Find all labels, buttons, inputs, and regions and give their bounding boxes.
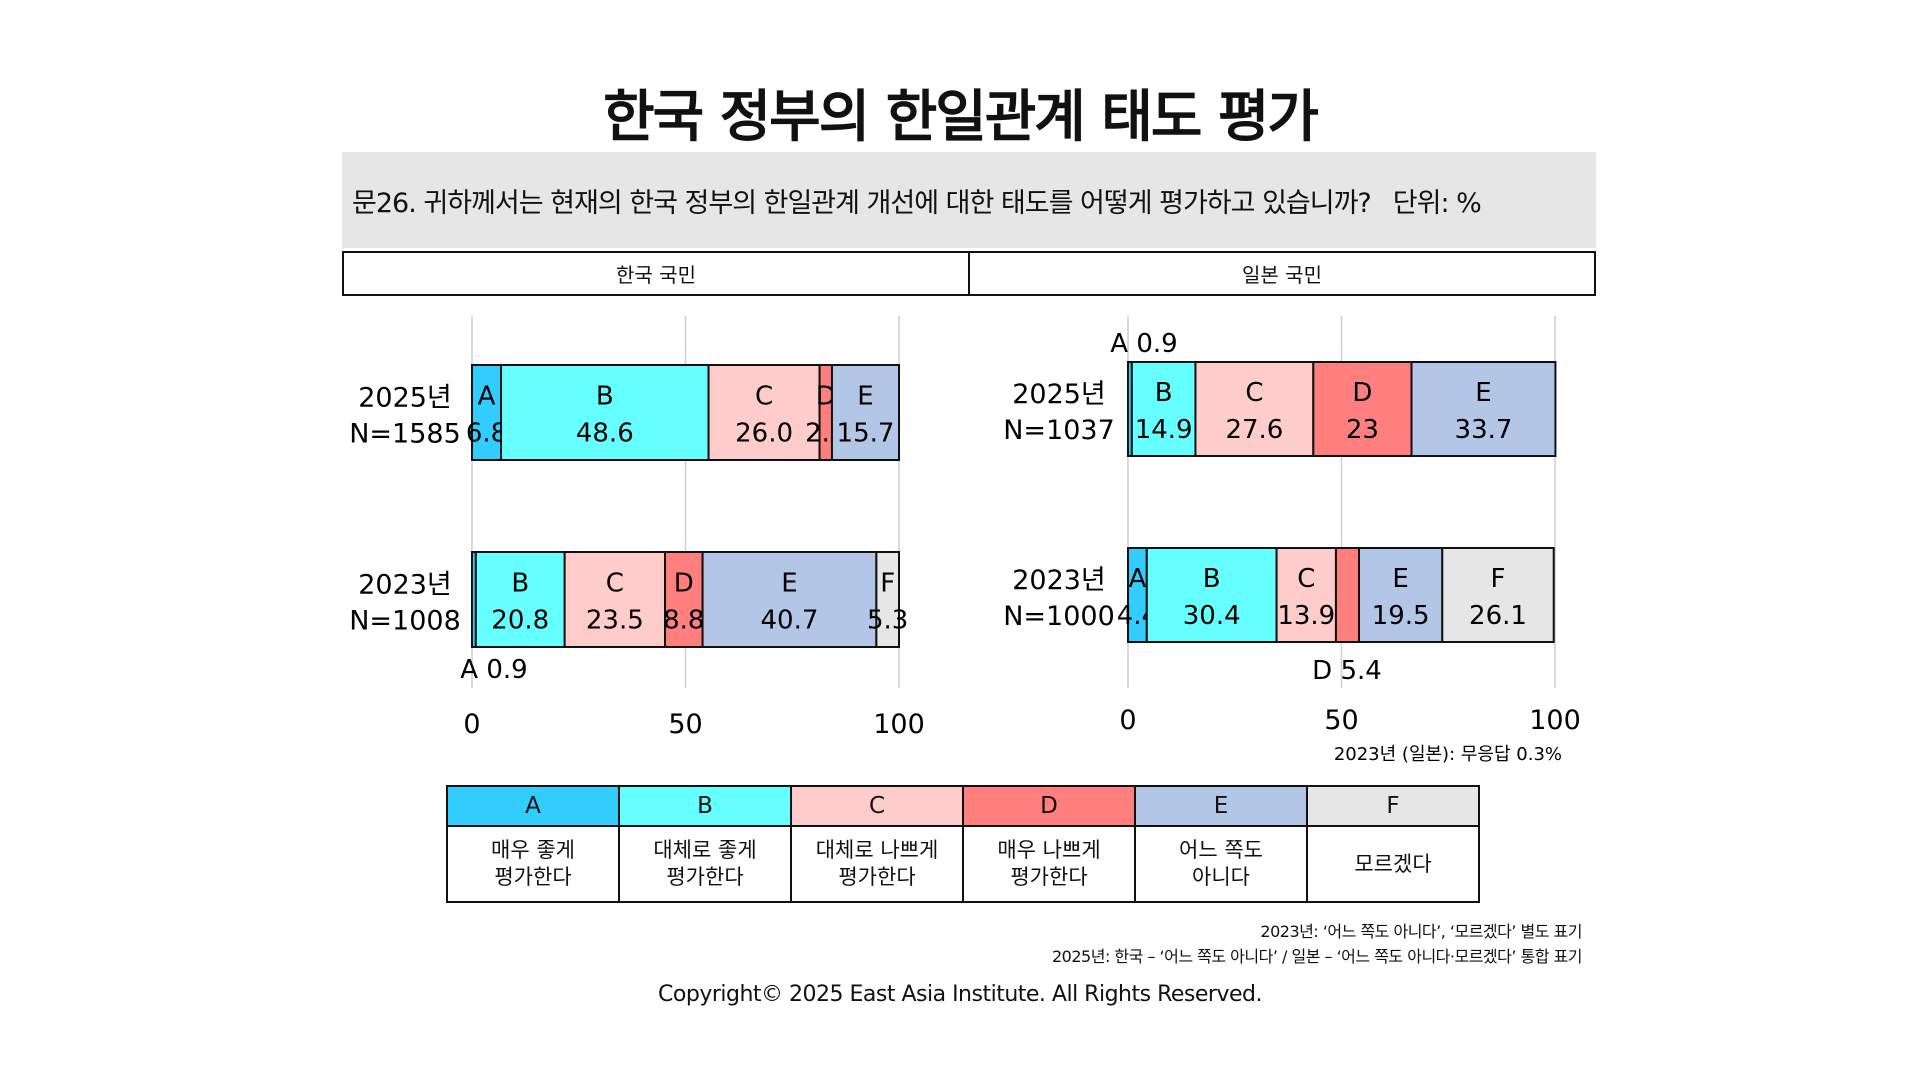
segment-code-korea-0-c: C <box>755 382 773 412</box>
segment-code-japan-1-f: F <box>1491 564 1506 594</box>
panel-title-japan: 일본 국민 <box>968 253 1594 294</box>
segment-code-japan-0-b: B <box>1155 378 1173 408</box>
legend-label-f: 모르겠다 <box>1306 825 1480 903</box>
bar-segment-korea-0-e <box>830 364 900 461</box>
legend-label-c: 대체로 나쁘게 평가한다 <box>790 825 964 903</box>
question-box: 문26. 귀하께서는 현재의 한국 정부의 한일관계 개선에 대한 태도를 어떻… <box>342 152 1596 248</box>
segment-value-japan-1-e: 19.5 <box>1372 601 1430 631</box>
bar-segment-japan-1-d <box>1334 547 1361 643</box>
legend-label-text: 매우 나쁘게 평가한다 <box>997 838 1101 889</box>
tick-label-korea-0: 0 <box>463 709 480 740</box>
outside-label-japan-0-a: A 0.9 <box>1110 329 1177 359</box>
row-label-n-japan-0: N=1037 <box>1003 415 1115 446</box>
legend-code-f: F <box>1306 785 1480 827</box>
row-label-n-japan-1: N=1000 <box>1003 601 1115 632</box>
segment-code-korea-0-a: A <box>478 382 496 412</box>
legend-label-a: 매우 좋게 평가한다 <box>446 825 620 903</box>
bar-segment-korea-1-b <box>474 551 566 648</box>
legend-code-c: C <box>790 785 964 827</box>
bar-segment-korea-1-d <box>664 551 704 648</box>
bar-segment-japan-0-e <box>1410 361 1557 457</box>
segment-code-korea-0-e: E <box>857 382 873 412</box>
tick-label-korea-100: 100 <box>873 709 925 740</box>
legend-label-text: 매우 좋게 평가한다 <box>491 838 575 889</box>
bar-segment-japan-1-f <box>1441 547 1555 643</box>
segment-value-korea-1-b: 20.8 <box>491 606 549 636</box>
tick-label-japan-50: 50 <box>1324 705 1358 736</box>
unit-label: 단위: % <box>1392 187 1482 219</box>
segment-value-korea-1-f: 5.3 <box>867 606 908 636</box>
legend-code-b: B <box>618 785 792 827</box>
legend-label-d: 매우 나쁘게 평가한다 <box>962 825 1136 903</box>
question-text: 문26. 귀하께서는 현재의 한국 정부의 한일관계 개선에 대한 태도를 어떻… <box>352 187 1372 219</box>
row-label-year-japan-1: 2023년 <box>1012 565 1106 596</box>
segment-value-japan-0-c: 27.6 <box>1225 415 1283 445</box>
segment-value-japan-1-b: 30.4 <box>1183 601 1241 631</box>
outside-label-japan-1-d: D 5.4 <box>1312 656 1382 686</box>
segment-code-japan-0-e: E <box>1475 378 1491 408</box>
row-label-n-korea-0: N=1585 <box>349 419 461 450</box>
segment-code-korea-0-b: B <box>596 382 614 412</box>
legend-text-row: 매우 좋게 평가한다 대체로 좋게 평가한다 대체로 나쁘게 평가한다 매우 나쁘게 … <box>446 825 1480 903</box>
panel-header: 한국 국민 일본 국민 <box>342 251 1596 296</box>
outside-label-korea-1-a: A 0.9 <box>460 655 527 685</box>
segment-code-japan-1-b: B <box>1203 564 1221 594</box>
page-title: 한국 정부의 한일관계 태도 평가 <box>603 85 1319 150</box>
row-label-year-korea-1: 2023년 <box>358 570 452 601</box>
segment-code-korea-1-f: F <box>880 569 895 599</box>
segment-value-korea-0-b: 48.6 <box>576 419 634 449</box>
legend-label-b: 대체로 좋게 평가한다 <box>618 825 792 903</box>
bar-segment-japan-0-d <box>1312 361 1413 457</box>
segment-code-korea-1-c: C <box>606 569 624 599</box>
segment-value-japan-0-d: 23 <box>1346 415 1379 445</box>
row-label-n-korea-1: N=1008 <box>349 606 461 637</box>
chart-note-japan: 2023년 (일본): 무응답 0.3% <box>1334 744 1562 765</box>
legend-label-text: 모르겠다 <box>1354 851 1432 876</box>
legend-label-e: 어느 쪽도 아니다 <box>1134 825 1308 903</box>
footnote-2025: 2025년: 한국 – ‘어느 쪽도 아니다’ / 일본 – ‘어느 쪽도 아니… <box>1052 947 1583 966</box>
segment-code-japan-1-e: E <box>1392 564 1408 594</box>
bar-segment-japan-0-c <box>1194 361 1315 457</box>
segment-code-japan-0-c: C <box>1245 378 1263 408</box>
bar-segment-japan-1-e <box>1358 547 1444 643</box>
bar-segment-korea-1-f <box>875 551 901 648</box>
segment-value-korea-0-e: 15.7 <box>837 419 895 449</box>
footnote-2023: 2023년: ‘어느 쪽도 아니다’, ‘모르겠다’ 별도 표기 <box>1260 922 1582 941</box>
segment-value-korea-1-d: 8.8 <box>663 606 704 636</box>
segment-value-korea-0-c: 26.0 <box>735 419 793 449</box>
segment-value-japan-0-b: 14.9 <box>1135 415 1193 445</box>
bar-segment-japan-0-b <box>1130 361 1197 457</box>
tick-label-korea-50: 50 <box>668 709 702 740</box>
legend-label-text: 어느 쪽도 아니다 <box>1179 838 1263 889</box>
panel-title-korea: 한국 국민 <box>616 263 696 287</box>
legend-code-e: E <box>1134 785 1308 827</box>
segment-code-korea-0-d: D <box>816 382 836 412</box>
segment-code-japan-0-d: D <box>1352 378 1372 408</box>
legend-code-d: D <box>962 785 1136 827</box>
segment-value-japan-0-e: 33.7 <box>1455 415 1513 445</box>
tick-label-japan-0: 0 <box>1119 705 1136 736</box>
legend-label-text: 대체로 좋게 평가한다 <box>653 838 757 889</box>
tick-label-japan-100: 100 <box>1529 705 1581 736</box>
segment-code-korea-1-e: E <box>781 569 797 599</box>
segment-code-japan-1-a: A <box>1128 564 1146 594</box>
segment-value-korea-1-e: 40.7 <box>761 606 819 636</box>
segment-code-korea-1-b: B <box>511 569 529 599</box>
bar-segment-japan-1-b <box>1145 547 1278 643</box>
row-label-year-japan-0: 2025년 <box>1012 379 1106 410</box>
segment-value-japan-1-f: 26.1 <box>1469 601 1527 631</box>
segment-code-korea-1-d: D <box>674 569 694 599</box>
segment-value-japan-1-c: 13.9 <box>1277 601 1335 631</box>
copyright: Copyright© 2025 East Asia Institute. All… <box>658 982 1262 1007</box>
legend-code-a: A <box>446 785 620 827</box>
segment-code-japan-1-c: C <box>1297 564 1315 594</box>
bar-segment-korea-1-e <box>701 551 878 648</box>
row-label-year-korea-0: 2025년 <box>358 383 452 414</box>
segment-value-korea-1-c: 23.5 <box>586 606 644 636</box>
legend-label-text: 대체로 나쁘게 평가한다 <box>815 838 939 889</box>
